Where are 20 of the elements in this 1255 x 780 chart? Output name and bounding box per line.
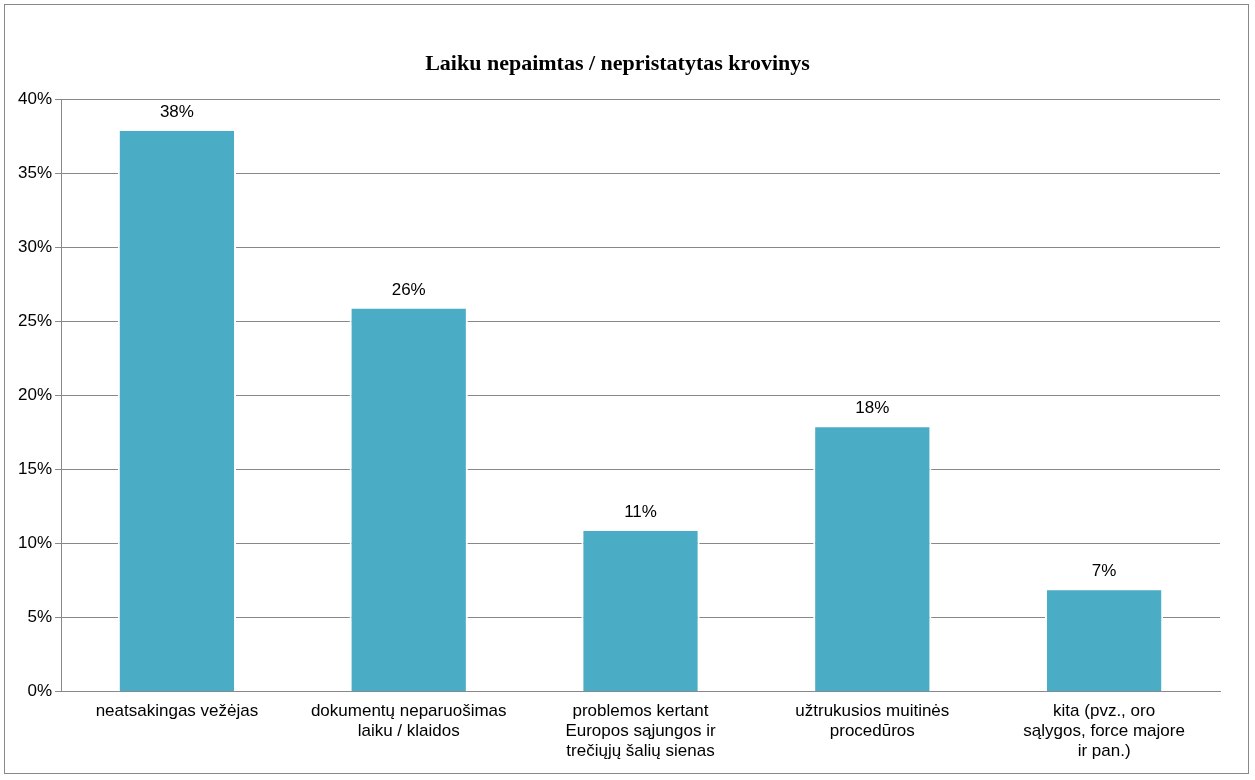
x-tick-label: kita (pvz., oro sąlygos, force majore ir pan.) (1023, 700, 1185, 761)
y-tick-label: 15% (17, 459, 53, 479)
data-label: 26% (391, 279, 426, 299)
chart-title: Laiku nepaimtas / nepristatytas krovinys (425, 49, 811, 75)
y-tick-label: 25% (17, 311, 53, 331)
data-label: 11% (624, 502, 657, 522)
y-tick-label: 10% (17, 533, 53, 553)
x-tick-label: neatsakingas vežėjas (95, 700, 259, 720)
data-label: 18% (855, 398, 890, 418)
data-label: 38% (159, 102, 194, 122)
x-tick-label: problemos kertant Europos sąjungos ir trečiųjų šalių sienas (565, 700, 716, 761)
y-tick-label: 40% (17, 89, 53, 109)
x-tick-label: dokumentų neparuošimas laiku / klaidos (310, 700, 507, 741)
y-tick-label: 35% (17, 163, 53, 183)
y-tick-label: 5% (27, 607, 53, 627)
data-label: 7% (1091, 561, 1117, 581)
x-tick-label: užtrukusios muitinės procedūros (795, 700, 950, 741)
y-tick-label: 0% (27, 681, 53, 701)
y-tick-label: 30% (17, 237, 53, 257)
y-tick-label: 20% (17, 385, 53, 405)
